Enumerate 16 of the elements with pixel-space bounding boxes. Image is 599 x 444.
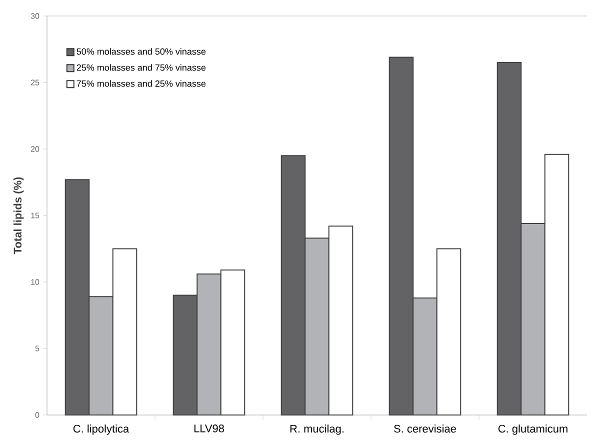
legend-label: 25% molasses and 75% vinasse xyxy=(76,64,206,71)
x-tick-label: C. glutamicum xyxy=(498,424,568,435)
y-tick-label: 30 xyxy=(30,13,40,19)
y-tick-label: 20 xyxy=(30,146,40,152)
x-tick-label: S. cerevisiae xyxy=(394,424,456,433)
y-tick-label: 5 xyxy=(35,346,40,352)
y-tick-label: 15 xyxy=(31,212,40,218)
x-tick-label: R. mucilag. xyxy=(290,424,344,435)
y-tick-label: 25 xyxy=(30,80,40,86)
x-tick-label: C. lipolytica xyxy=(73,424,130,435)
legend-label: 50% molasses and 50% vinasse xyxy=(76,48,206,55)
y-tick-label: 10 xyxy=(31,279,40,285)
x-tick-label: LLV98 xyxy=(194,424,224,432)
y-axis-title: Total lipids (%) xyxy=(13,177,24,254)
y-tick-label: 0 xyxy=(35,412,40,418)
legend-label: 75% molasses and 25% vinasse xyxy=(76,80,206,87)
